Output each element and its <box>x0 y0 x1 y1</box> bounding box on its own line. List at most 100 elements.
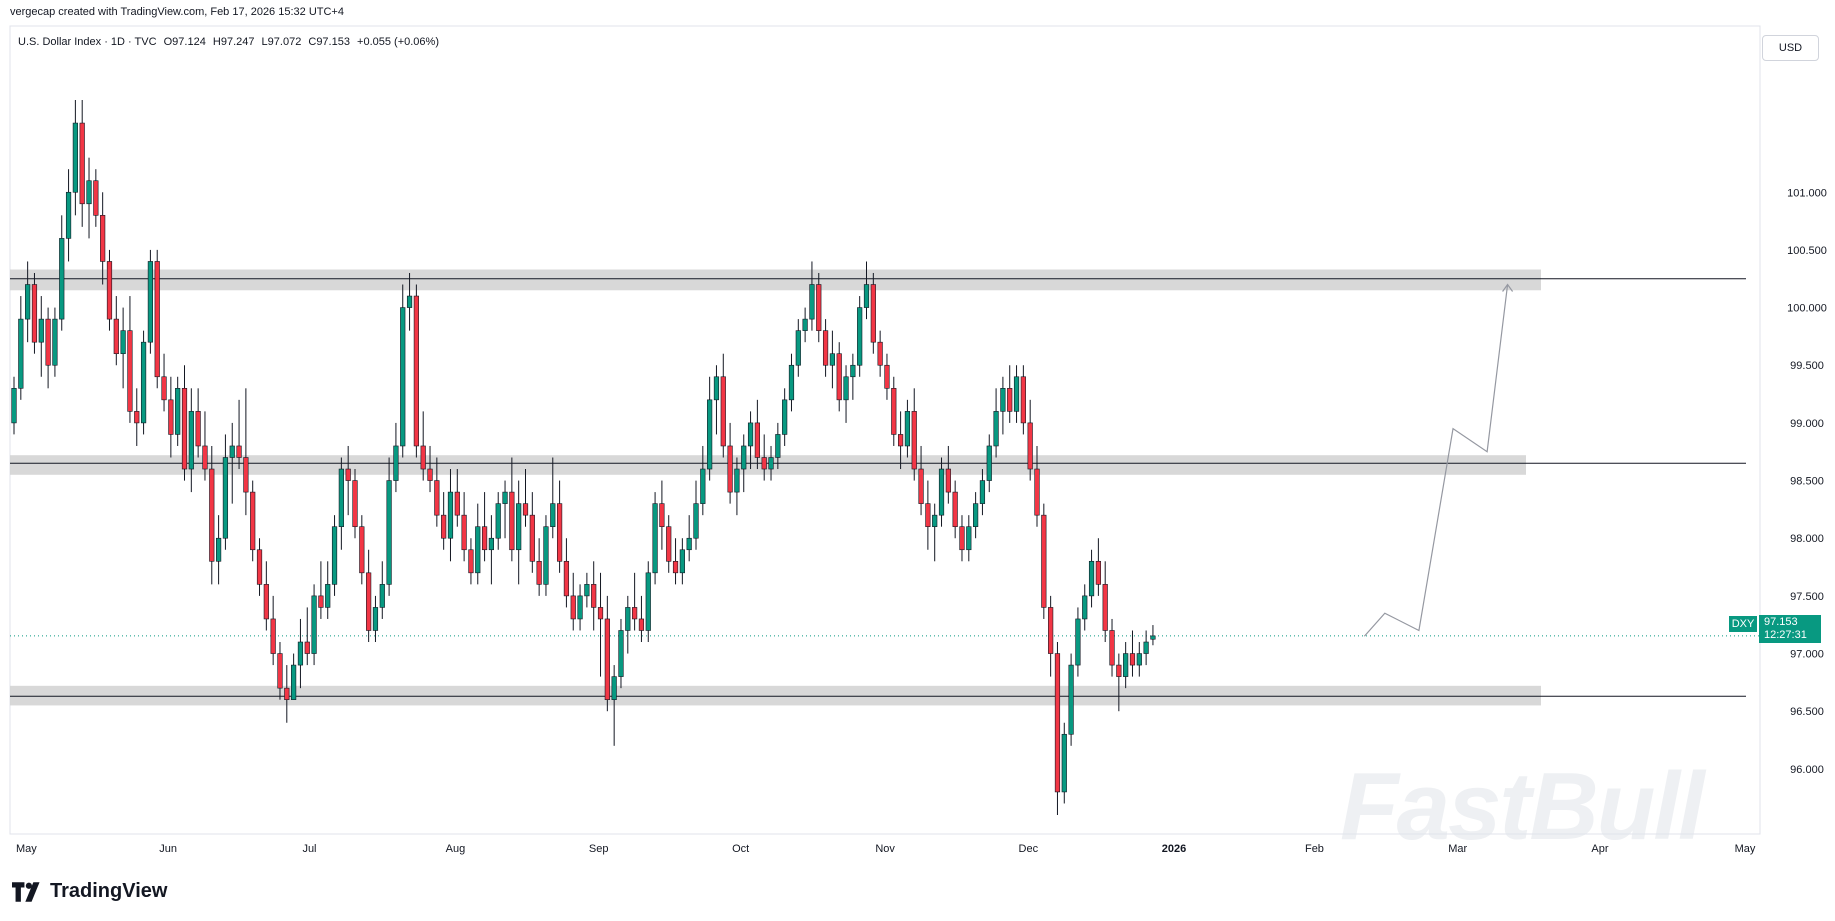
candle-body <box>154 261 160 378</box>
candle-body <box>659 503 665 527</box>
candle-body <box>768 457 774 470</box>
candle-body <box>638 618 645 631</box>
candle-body <box>359 526 365 574</box>
candle-body <box>645 572 651 631</box>
last-price-value: 97.153 <box>1764 616 1798 628</box>
price-tick-label: 96.500 <box>1790 706 1824 718</box>
candle-body <box>570 595 576 620</box>
candle-body <box>488 537 495 551</box>
price-tick-label: 98.500 <box>1790 476 1824 488</box>
candle-body <box>338 468 344 527</box>
candle-body <box>181 388 188 470</box>
candle-body <box>1088 560 1095 597</box>
candle-body <box>11 388 17 424</box>
symbol-legend: U.S. Dollar Index · 1D · TVC O97.124 H97… <box>18 36 443 48</box>
candle-body <box>782 399 788 435</box>
candle-body <box>836 353 842 401</box>
candle-body <box>79 122 85 205</box>
currency-button[interactable]: USD <box>1762 35 1819 61</box>
candle-body <box>652 503 658 574</box>
candle-body <box>175 388 181 435</box>
price-tick-label: 100.000 <box>1787 303 1827 315</box>
candle-body <box>18 318 24 389</box>
candle-body <box>325 584 331 608</box>
candle-body <box>611 676 617 700</box>
time-tick-label: Mar <box>1448 843 1467 855</box>
candle-body <box>318 595 324 608</box>
candle-body <box>195 411 201 447</box>
candle-body <box>707 399 713 470</box>
candle-body <box>891 388 897 435</box>
candle-body <box>1123 653 1129 677</box>
candle-body <box>345 468 351 481</box>
candle-body <box>863 284 870 308</box>
candle-body <box>543 526 549 585</box>
candle-body <box>993 411 999 447</box>
candle-body <box>618 630 624 677</box>
candle-body <box>45 318 51 366</box>
brand-label: TradingView <box>50 880 168 902</box>
candle-body <box>918 468 924 504</box>
candle-body <box>1013 376 1020 412</box>
ohlc-high: H97.247 <box>212 36 255 48</box>
candle-body <box>161 376 167 401</box>
time-tick-label: Aug <box>446 843 466 855</box>
candle-body <box>952 491 958 527</box>
candle-body <box>1075 618 1081 666</box>
time-tick-label: Nov <box>875 843 895 855</box>
candle-body <box>550 503 556 527</box>
candle-body <box>434 480 440 516</box>
candle-body <box>1020 376 1026 424</box>
candle-body <box>925 503 931 527</box>
candle-body <box>72 122 78 193</box>
time-tick-label: Oct <box>732 843 749 855</box>
candle-body <box>666 526 672 562</box>
candle-body <box>1041 514 1047 608</box>
price-tick-label: 99.500 <box>1790 360 1824 372</box>
candle-body <box>406 295 413 308</box>
candle-body <box>106 261 113 320</box>
candle-body <box>168 399 174 435</box>
candle-body <box>700 468 706 504</box>
candle-body <box>291 664 297 700</box>
candle-body <box>427 468 433 481</box>
time-tick-label: May <box>1735 843 1756 855</box>
candle-body <box>379 584 385 608</box>
candle-body <box>263 584 269 620</box>
symbol-name[interactable]: U.S. Dollar Index · 1D · TVC <box>18 36 157 48</box>
candle-body <box>973 503 979 527</box>
candle-body <box>311 595 317 654</box>
candle-body <box>147 261 154 343</box>
candle-body <box>93 180 99 216</box>
candle-body <box>816 284 822 331</box>
candle-body <box>938 468 945 516</box>
price-tick-label: 99.000 <box>1790 418 1824 430</box>
candle-body <box>1027 422 1033 470</box>
candle-body <box>461 514 467 551</box>
candle-body <box>1143 641 1149 654</box>
candle-body <box>59 238 65 320</box>
candle-body <box>979 480 986 504</box>
candle-body <box>850 364 856 378</box>
candle-body <box>502 491 508 504</box>
candle-body <box>843 376 849 401</box>
candle-body <box>529 514 535 562</box>
candle-body <box>413 295 419 447</box>
candle-body <box>38 318 44 343</box>
candle-body <box>625 607 631 631</box>
candle-body <box>693 503 699 539</box>
candle-body <box>366 572 372 631</box>
tradingview-brand[interactable]: TradingView <box>12 880 167 903</box>
ohlc-low: L97.072 <box>261 36 302 48</box>
time-tick-label: Feb <box>1305 843 1324 855</box>
candle-body <box>134 411 140 424</box>
time-tick-label: Dec <box>1019 843 1039 855</box>
candle-body <box>604 618 610 700</box>
price-tick-label: 97.000 <box>1790 649 1824 661</box>
price-tick-label: 98.000 <box>1790 533 1824 545</box>
time-tick-label: 2026 <box>1162 843 1186 855</box>
candle-body <box>277 653 283 689</box>
candle-body <box>222 457 229 539</box>
candle-body <box>802 318 808 331</box>
